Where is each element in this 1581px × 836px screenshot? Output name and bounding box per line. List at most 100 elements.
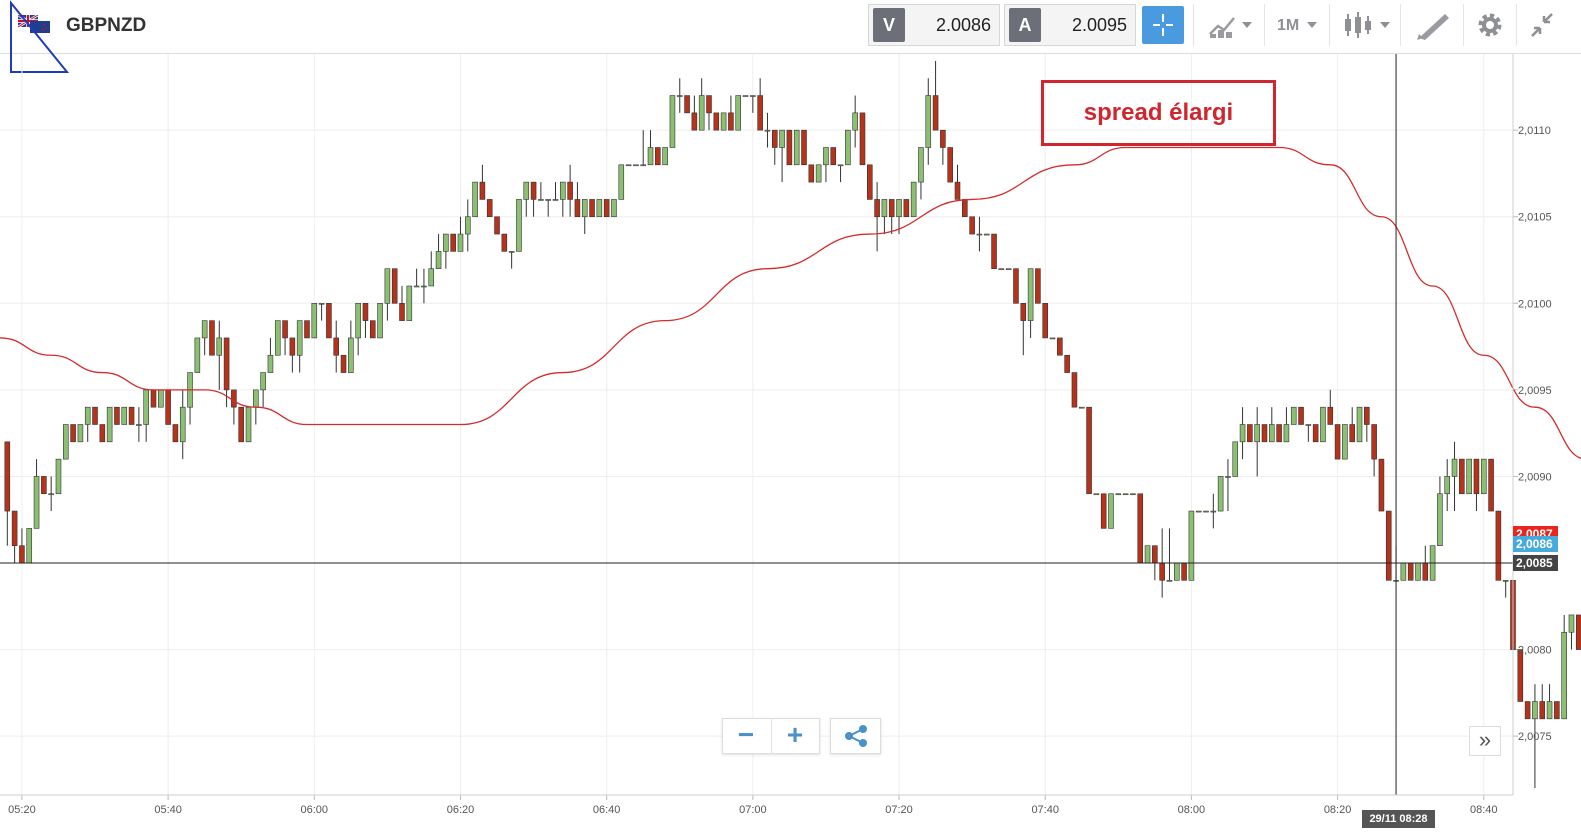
candle-down bbox=[1071, 372, 1078, 408]
settings-button[interactable] bbox=[1463, 4, 1515, 46]
candle-down bbox=[289, 337, 296, 356]
zoom-in-button[interactable]: + bbox=[771, 719, 818, 753]
candle-up bbox=[1108, 493, 1114, 529]
share-button[interactable] bbox=[830, 718, 881, 754]
candle-up bbox=[55, 458, 62, 495]
candle-down bbox=[771, 129, 778, 148]
candle-down bbox=[932, 95, 939, 131]
symbol-title: GBPNZD bbox=[66, 15, 147, 36]
candle-up bbox=[918, 147, 924, 183]
zoom-out-button[interactable]: − bbox=[737, 719, 755, 750]
candle-up bbox=[1320, 406, 1326, 443]
candle-up bbox=[443, 233, 449, 252]
candle-down bbox=[903, 199, 910, 218]
candle-down bbox=[1181, 562, 1187, 581]
candle-up bbox=[1122, 493, 1129, 496]
candle-up bbox=[793, 129, 800, 166]
candle-up bbox=[406, 285, 413, 321]
candle-down bbox=[867, 164, 873, 200]
drawing-triangle-shape[interactable] bbox=[8, 0, 78, 76]
candle-down bbox=[1378, 458, 1385, 512]
price-chart[interactable]: 2,0075 2,0080 2,0085 2,0090 2,0095 2,0100 2,01… bbox=[0, 54, 1581, 836]
candle-up bbox=[77, 424, 84, 443]
candle-down bbox=[11, 510, 18, 546]
scroll-to-latest-button[interactable]: » bbox=[1469, 726, 1501, 756]
sell-quote[interactable]: V 2.0086 bbox=[868, 4, 1000, 46]
candle-up bbox=[1480, 458, 1487, 495]
candle-down bbox=[1137, 493, 1144, 564]
candle-down bbox=[1539, 701, 1546, 720]
candle-up bbox=[1188, 510, 1195, 581]
candle-up bbox=[1502, 580, 1509, 582]
candle-up bbox=[910, 181, 917, 218]
candle-down bbox=[1064, 354, 1070, 373]
candle-up bbox=[560, 181, 566, 200]
candle-down bbox=[223, 337, 230, 391]
candle-down bbox=[830, 147, 837, 166]
candle-down bbox=[757, 95, 763, 131]
collapse-icon bbox=[1531, 13, 1553, 37]
candle-up bbox=[633, 164, 639, 167]
candle-down bbox=[128, 406, 135, 425]
candle-up bbox=[1356, 406, 1363, 443]
candle-down bbox=[340, 354, 347, 373]
candle-up bbox=[216, 337, 223, 356]
candlestick-icon bbox=[1345, 12, 1371, 38]
candle-down bbox=[399, 303, 405, 321]
collapse-button[interactable] bbox=[1516, 4, 1566, 46]
crosshair-time-tag: 29/11 08:28 bbox=[1362, 810, 1435, 828]
candle-down bbox=[1159, 562, 1165, 581]
candle-up bbox=[596, 199, 603, 218]
candle-down bbox=[1459, 458, 1465, 495]
candle-up bbox=[523, 181, 530, 200]
candle-up bbox=[33, 476, 40, 529]
candle-down bbox=[282, 320, 288, 339]
y-tick-label: 2,0080 bbox=[1518, 645, 1552, 657]
candle-down bbox=[231, 389, 237, 408]
candle-down bbox=[1312, 424, 1319, 443]
candle-up bbox=[611, 199, 617, 218]
x-tick-label: 08:00 bbox=[1178, 804, 1206, 816]
candle-up bbox=[1437, 493, 1443, 546]
candle-down bbox=[1298, 406, 1304, 425]
time-axis: 05:20 05:40 06:00 06:20 06:40 07:00 07:20 07:40… bbox=[8, 804, 1497, 816]
candle-down bbox=[1495, 510, 1502, 581]
drawing-tools-button[interactable] bbox=[1400, 4, 1462, 46]
candle-up bbox=[143, 389, 149, 425]
y-tick-label: 2,0105 bbox=[1518, 212, 1552, 224]
candle-up bbox=[998, 268, 1005, 270]
candle-down bbox=[1100, 493, 1107, 529]
candle-up bbox=[1173, 562, 1180, 581]
candle-down bbox=[1042, 303, 1048, 339]
candle-up bbox=[779, 129, 785, 148]
candle-down bbox=[947, 147, 953, 183]
timeframe-dropdown[interactable]: 1M bbox=[1264, 4, 1328, 46]
candle-up bbox=[837, 164, 844, 167]
candle-down bbox=[1488, 458, 1494, 512]
candle-up bbox=[1568, 614, 1575, 633]
candle-up bbox=[245, 406, 252, 443]
crosshair-button[interactable] bbox=[1142, 6, 1184, 44]
chart-type-button[interactable] bbox=[1329, 4, 1399, 46]
candle-up bbox=[62, 424, 69, 460]
candle-up bbox=[581, 199, 588, 218]
candle-up bbox=[201, 320, 208, 339]
y-tick-label: 2,0110 bbox=[1518, 125, 1551, 137]
candle-up bbox=[1269, 424, 1275, 443]
annotation-box: spread élargi bbox=[1041, 80, 1276, 146]
chevron-down-icon bbox=[1380, 22, 1390, 28]
candle-down bbox=[4, 441, 11, 512]
candle-down bbox=[333, 337, 340, 356]
crosshair-price-tag: 2,0085 bbox=[1513, 555, 1558, 571]
candle-down bbox=[728, 112, 734, 131]
buy-quote[interactable]: A 2.0095 bbox=[1004, 4, 1136, 46]
price-axis: 2,00752,00802,00852,00902,00952,01002,01… bbox=[1518, 125, 1552, 743]
candle-down bbox=[603, 199, 610, 218]
candle-down bbox=[954, 181, 961, 200]
candle-up bbox=[516, 199, 522, 252]
candle-down bbox=[1247, 424, 1253, 443]
candle-down bbox=[940, 129, 946, 148]
candle-down bbox=[450, 233, 456, 252]
indicators-button[interactable] bbox=[1193, 4, 1263, 46]
candle-down bbox=[969, 216, 975, 235]
